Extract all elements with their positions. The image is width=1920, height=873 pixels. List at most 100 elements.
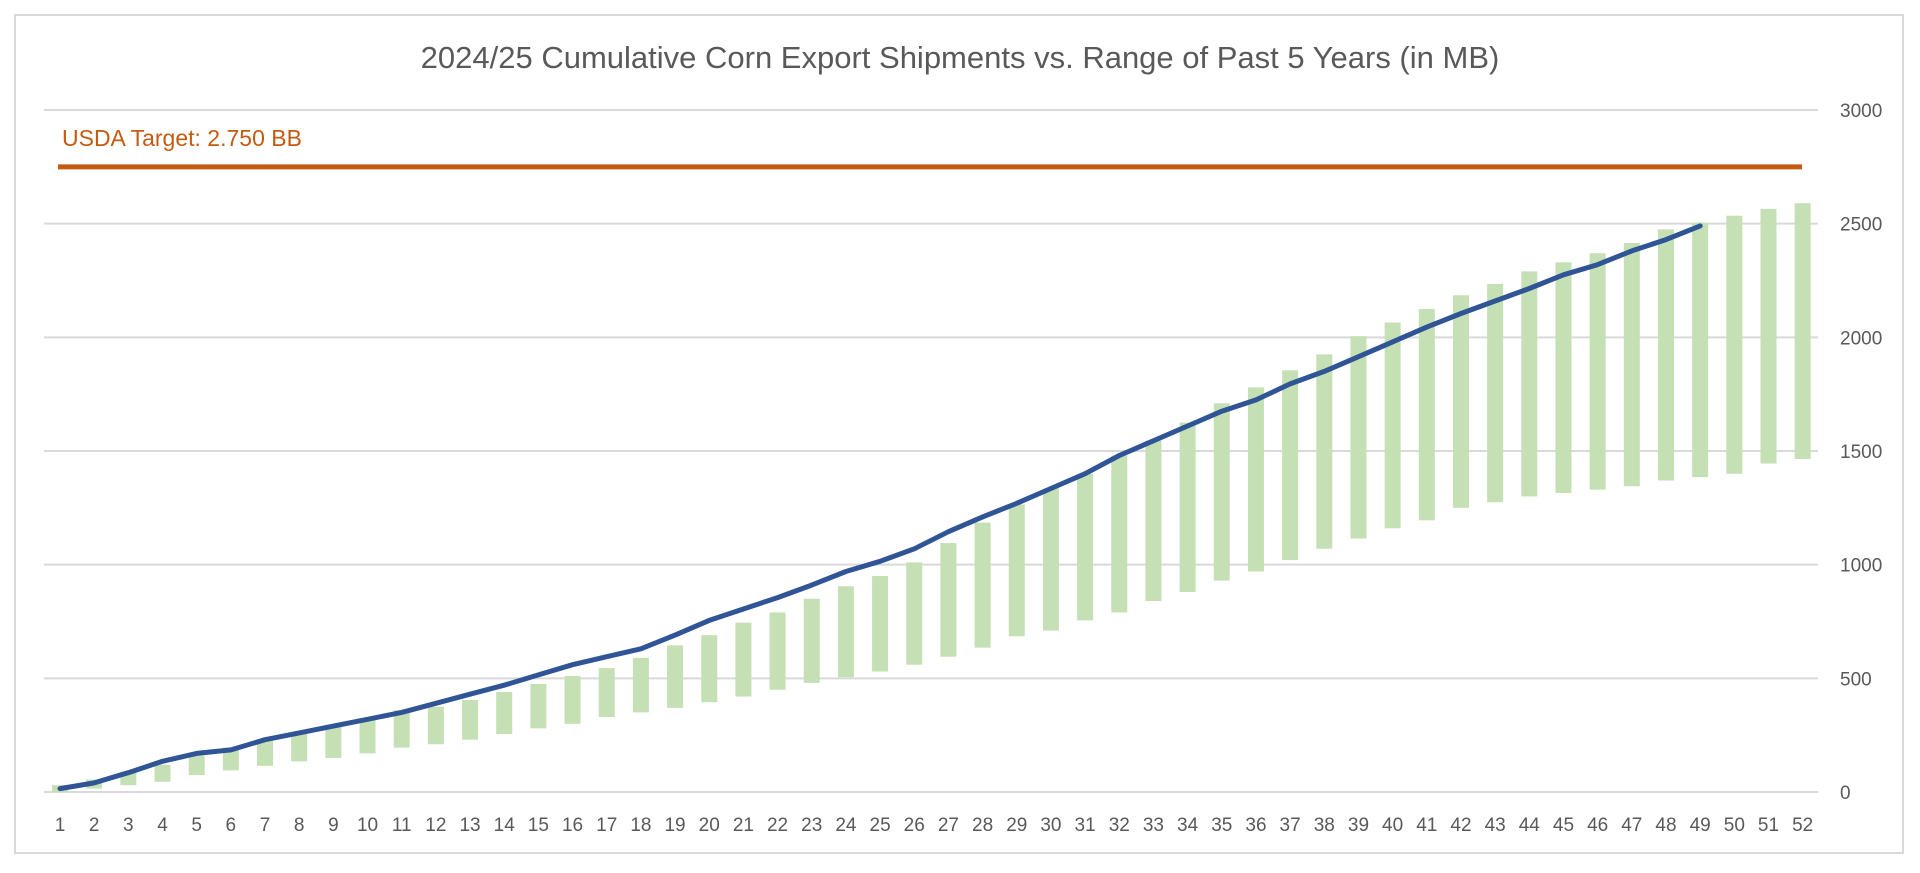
range-bar [940,543,957,657]
x-tick-label: 24 [835,815,857,836]
range-bar [803,598,820,683]
range-bar [769,612,786,690]
target-line-group: USDA Target: 2.750 BB [58,125,1802,170]
line-point [946,530,950,534]
line-point [58,787,62,791]
y-tick-label: 500 [1840,669,1872,690]
range-bar [1042,488,1059,631]
line-point [1186,424,1190,428]
line-point [229,748,233,752]
y-tick-label: 1000 [1840,556,1882,577]
line-point [1664,238,1668,242]
x-tick-label: 31 [1075,815,1096,836]
x-tick-label: 37 [1280,815,1301,836]
x-tick-label: 49 [1690,815,1711,836]
range-bar [1657,229,1674,481]
x-tick-label: 6 [226,815,237,836]
x-tick-label: 40 [1382,815,1403,836]
x-tick-label: 47 [1621,815,1642,836]
range-bar [1623,242,1640,487]
range-bar [462,699,479,740]
x-tick-label: 33 [1143,815,1164,836]
line-point [468,692,472,696]
line-point [1015,501,1019,505]
range-bar [1111,455,1128,613]
line-point [1425,325,1429,329]
x-tick-label: 13 [459,815,480,836]
range-bar [1316,354,1333,549]
range-bar [1282,370,1299,561]
line-point [1151,439,1155,443]
range-bar [393,710,410,748]
x-tick-label: 16 [562,815,583,836]
y-tick-label: 2000 [1840,328,1882,349]
range-bar [154,764,171,782]
range-bar [188,755,205,775]
x-tick-label: 1 [55,815,66,836]
x-tick-label: 30 [1040,815,1061,836]
line-point [776,596,780,600]
x-tick-label: 23 [801,815,822,836]
range-bar [564,676,581,724]
line-point [912,547,916,551]
range-bar [1589,253,1606,490]
x-tick-label: 3 [123,815,134,836]
x-tick-label: 9 [328,815,339,836]
x-tick-label: 44 [1519,815,1541,836]
x-tick-label: 11 [392,815,412,836]
range-bar [427,706,444,745]
line-point [92,781,96,785]
x-tick-label: 28 [972,815,993,836]
line-point [1083,472,1087,476]
range-bar [872,576,889,672]
range-bar [496,691,513,735]
x-tick-label: 26 [904,815,925,836]
line-point [1698,224,1702,228]
x-tick-label: 36 [1245,815,1266,836]
range-bar [291,731,308,762]
line-point [1527,286,1531,290]
range-bar [1760,208,1777,464]
x-tick-label: 7 [260,815,271,836]
y-tick-label: 1500 [1840,442,1882,463]
range-bar [222,747,239,771]
line-point [1220,409,1224,413]
line-point [400,710,404,714]
chart-frame [14,14,1904,854]
line-point [502,683,506,687]
line-point [1391,340,1395,344]
line-point [195,751,199,755]
range-bar [1350,336,1367,539]
usda-target-label: USDA Target: 2.750 BB [62,125,302,151]
x-tick-label: 12 [425,815,446,836]
range-bar [359,718,376,754]
x-tick-label: 32 [1109,815,1130,836]
line-point [297,731,301,735]
range-bar [1726,215,1743,474]
x-tick-label: 2 [89,815,100,836]
line-point [741,607,745,611]
line-point [810,583,814,587]
x-tick-label: 27 [938,815,959,836]
x-tick-label: 39 [1348,815,1369,836]
x-tick-label: 15 [528,815,549,836]
line-point [1254,398,1258,402]
x-tick-label: 34 [1177,815,1199,836]
x-tick-label: 50 [1724,815,1745,836]
x-tick-label: 48 [1655,815,1676,836]
x-tick-label: 4 [157,815,168,836]
x-tick-label: 10 [357,815,378,836]
x-tick-label: 45 [1553,815,1574,836]
range-bar [735,622,752,697]
x-tick-label: 20 [699,815,720,836]
range-bar [1487,283,1504,503]
line-point [639,647,643,651]
x-tick-label: 8 [294,815,305,836]
x-tick-label: 25 [870,815,891,836]
x-tick-label: 43 [1485,815,1506,836]
line-point [434,701,438,705]
x-tick-label: 19 [664,815,685,836]
range-bar [1179,422,1196,592]
y-axis-ticks: 0 500 1000 1500 2000 2500 3000 [1840,101,1882,804]
